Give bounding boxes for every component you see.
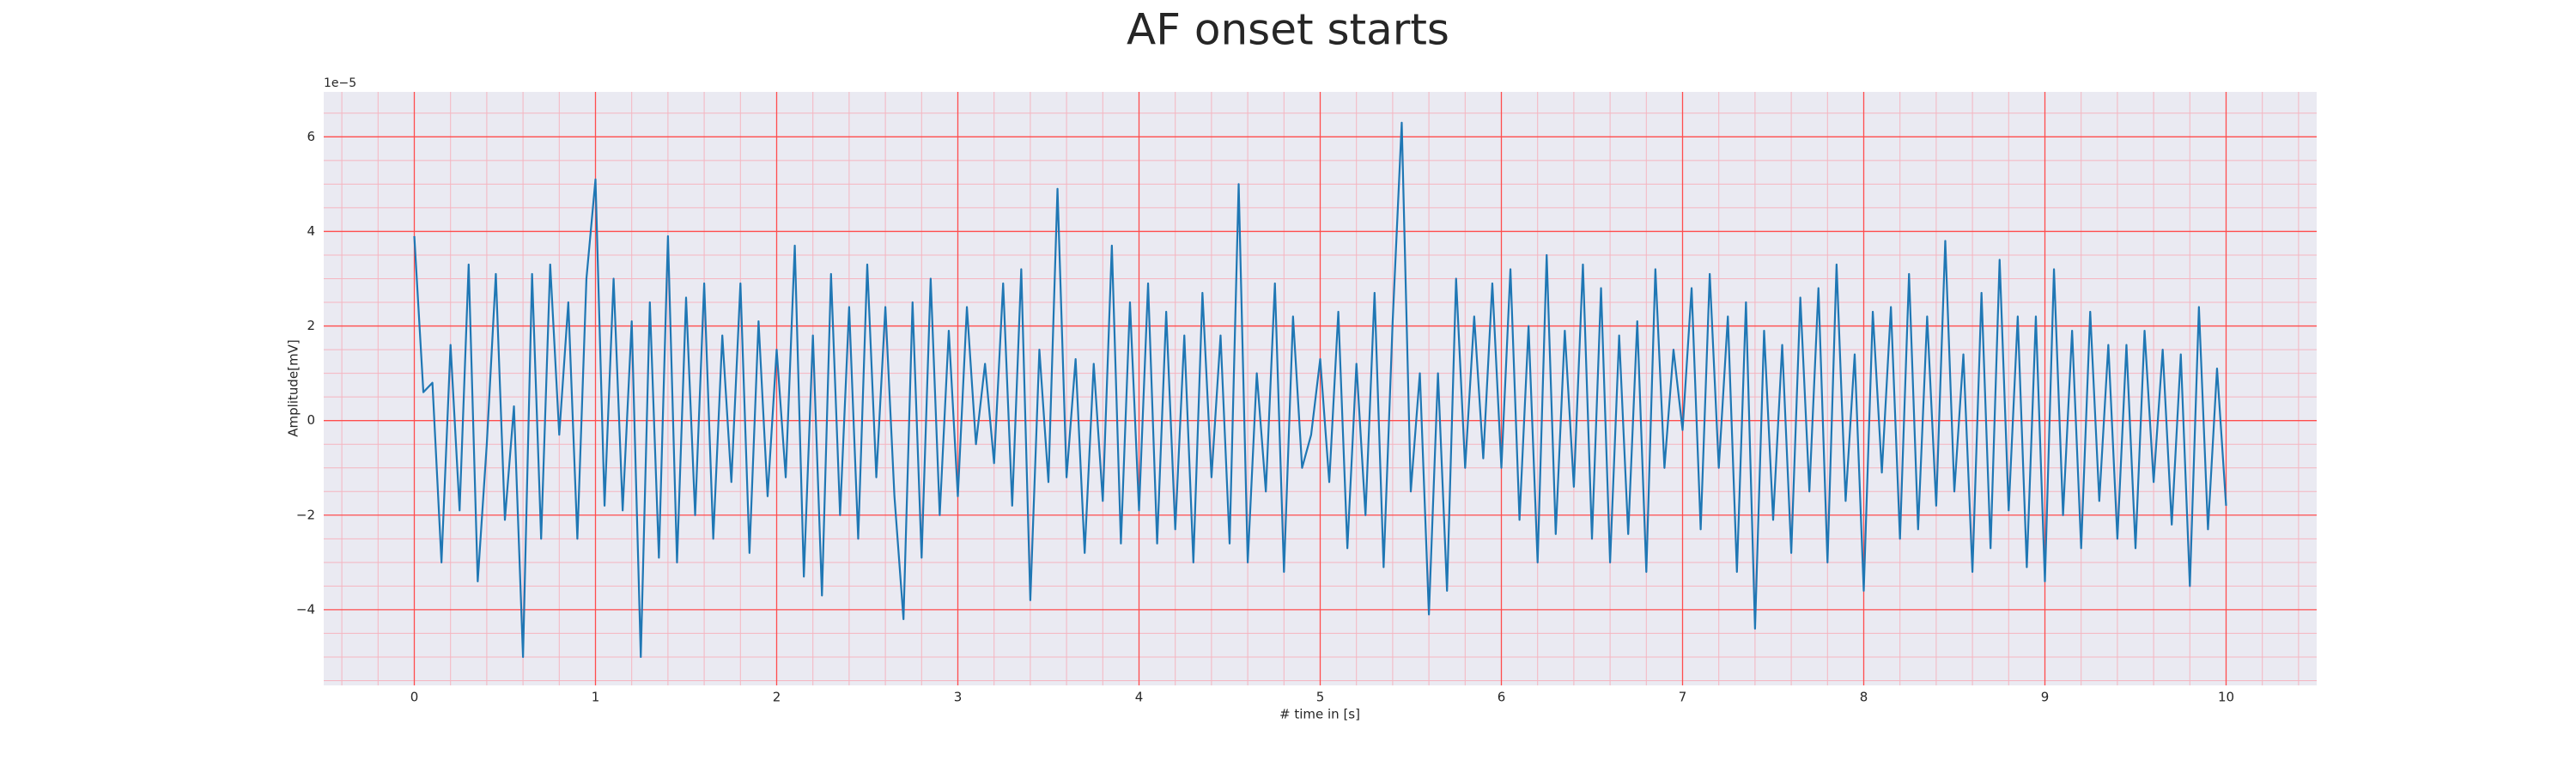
y-tick-label: 0 — [307, 412, 315, 428]
y-tick-label: −4 — [296, 601, 315, 617]
x-tick-label: 2 — [773, 690, 781, 705]
x-tick-label: 8 — [1860, 690, 1868, 705]
x-tick-label: 4 — [1135, 690, 1144, 705]
x-tick-label: 5 — [1316, 690, 1325, 705]
x-tick-label: 0 — [410, 690, 419, 705]
x-tick-label: 3 — [954, 690, 963, 705]
x-tick-label: 1 — [592, 690, 600, 705]
y-tick-label: −2 — [296, 507, 315, 522]
y-axis-label: Amplitude[mV] — [286, 339, 301, 436]
offset-text: 1e−5 — [324, 76, 356, 90]
x-tick-label: 6 — [1498, 690, 1506, 705]
signal-line — [413, 121, 2227, 659]
y-tick-label: 6 — [307, 129, 315, 144]
y-tick-label: 4 — [307, 223, 315, 239]
y-tick-label: 2 — [307, 318, 315, 333]
x-tick-label: 7 — [1679, 690, 1687, 705]
x-tick-label: 10 — [2218, 690, 2234, 705]
x-tick-label: 9 — [2041, 690, 2050, 705]
x-axis-label: # time in [s] — [1279, 707, 1360, 722]
chart-title: AF onset starts — [1127, 5, 1449, 55]
